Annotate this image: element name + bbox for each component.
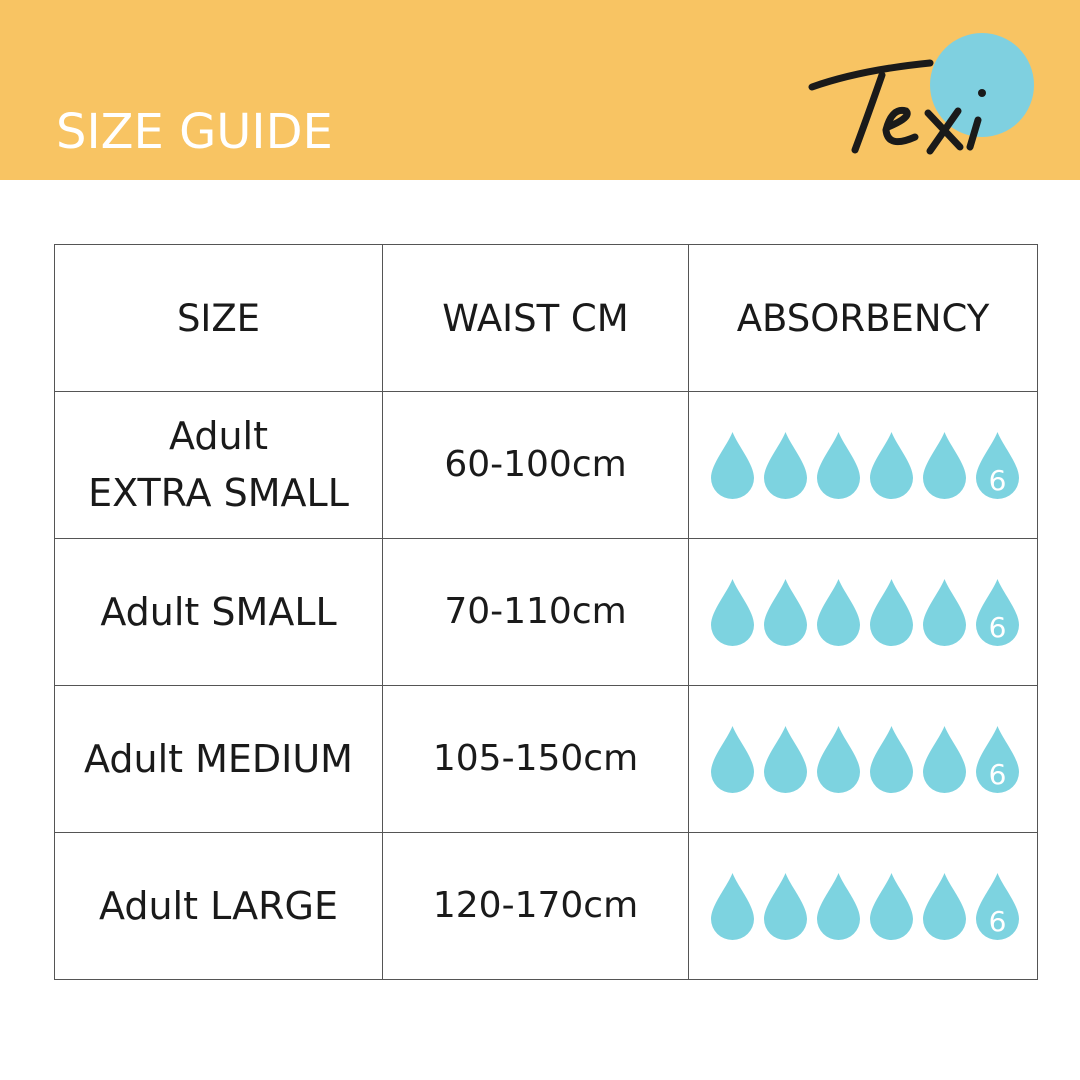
water-drop-icon xyxy=(817,432,860,499)
absorbency-level-label: 6 xyxy=(989,758,1007,791)
absorbency-cell: 6 xyxy=(688,391,1038,539)
water-drop-icon xyxy=(711,873,754,940)
absorbency-cell: 6 xyxy=(688,685,1038,833)
table-header-row: SIZE WAIST CM ABSORBENCY xyxy=(54,244,1038,392)
water-drop-icon xyxy=(923,873,966,940)
water-drop-icon xyxy=(923,432,966,499)
water-drop-icon xyxy=(923,726,966,793)
absorbency-cell: 6 xyxy=(688,832,1038,980)
absorbency-drops: 6 xyxy=(689,724,1037,794)
size-table: SIZE WAIST CM ABSORBENCY Adult EXTRA SMAL… xyxy=(54,244,1038,980)
water-drop-icon xyxy=(764,873,807,940)
absorbency-drops: 6 xyxy=(689,577,1037,647)
water-drop-icon xyxy=(764,432,807,499)
table-row: Adult MEDIUM 105-150cm 6 xyxy=(54,685,1038,833)
absorbency-cell: 6 xyxy=(688,538,1038,686)
table-row: Adult EXTRA SMALL 60-100cm 6 xyxy=(54,391,1038,539)
absorbency-level-label: 6 xyxy=(989,905,1007,938)
absorbency-drops: 6 xyxy=(689,871,1037,941)
size-label-line2: EXTRA SMALL xyxy=(88,471,349,515)
water-drop-icon: 6 xyxy=(976,432,1019,499)
water-drop-icon xyxy=(817,579,860,646)
water-drop-icon: 6 xyxy=(976,579,1019,646)
absorbency-level-label: 6 xyxy=(989,611,1007,644)
water-drop-icon xyxy=(711,432,754,499)
waist-cell: 70-110cm xyxy=(382,538,689,686)
absorbency-drops: 6 xyxy=(689,430,1037,500)
texi-logo xyxy=(808,33,1034,155)
water-drop-icon xyxy=(817,873,860,940)
water-drop-icon xyxy=(870,432,913,499)
absorbency-level-label: 6 xyxy=(989,464,1007,497)
water-drop-icon xyxy=(923,579,966,646)
size-label: Adult xyxy=(169,414,268,458)
column-header-size: SIZE xyxy=(54,244,383,392)
size-cell: Adult EXTRA SMALL xyxy=(54,391,383,539)
column-header-waist: WAIST CM xyxy=(382,244,689,392)
water-drop-icon xyxy=(817,726,860,793)
page-title: SIZE GUIDE xyxy=(56,104,333,160)
water-drop-icon xyxy=(764,579,807,646)
size-cell: Adult MEDIUM xyxy=(54,685,383,833)
size-cell: Adult SMALL xyxy=(54,538,383,686)
water-drop-icon xyxy=(870,579,913,646)
water-drop-icon xyxy=(870,726,913,793)
water-drop-icon: 6 xyxy=(976,873,1019,940)
water-drop-icon xyxy=(711,726,754,793)
water-drop-icon: 6 xyxy=(976,726,1019,793)
table-row: Adult LARGE 120-170cm 6 xyxy=(54,832,1038,980)
waist-cell: 60-100cm xyxy=(382,391,689,539)
waist-cell: 120-170cm xyxy=(382,832,689,980)
water-drop-icon xyxy=(764,726,807,793)
column-header-absorbency: ABSORBENCY xyxy=(688,244,1038,392)
header-banner: SIZE GUIDE xyxy=(0,0,1080,180)
waist-cell: 105-150cm xyxy=(382,685,689,833)
table-row: Adult SMALL 70-110cm 6 xyxy=(54,538,1038,686)
water-drop-icon xyxy=(711,579,754,646)
water-drop-icon xyxy=(870,873,913,940)
size-cell: Adult LARGE xyxy=(54,832,383,980)
